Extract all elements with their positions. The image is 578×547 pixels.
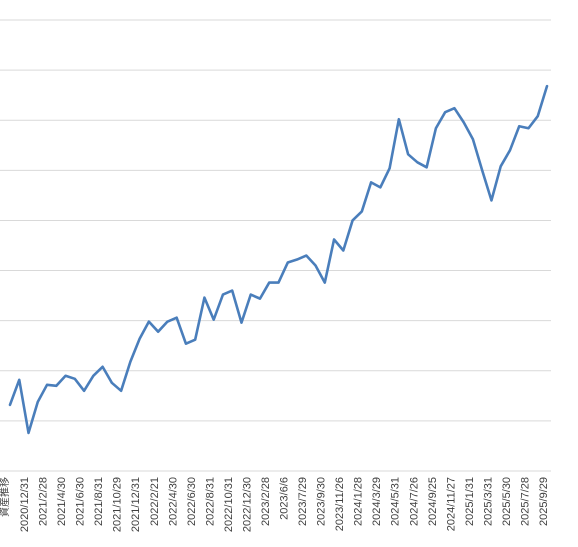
x-tick-label: 2024/3/29 xyxy=(371,477,383,526)
x-tick-label: 2021/8/31 xyxy=(93,477,105,526)
x-tick-label: 2022/10/31 xyxy=(223,477,235,532)
x-tick-label: 2025/1/31 xyxy=(464,477,476,526)
series-layer xyxy=(8,84,549,435)
x-tick-label: 2022/8/31 xyxy=(204,477,216,526)
x-tick-label: 2024/1/28 xyxy=(353,477,365,526)
x-tick-label: 2022/6/30 xyxy=(186,477,198,526)
x-tick-label: 2021/10/29 xyxy=(112,477,124,532)
x-tick-label: 2020/12/31 xyxy=(19,477,31,532)
x-tick-label: 2021/6/30 xyxy=(75,477,87,526)
x-tick-label: 2023/2/28 xyxy=(260,477,272,526)
x-tick-label: 2022/2/21 xyxy=(149,477,161,526)
x-tick-label: 2021/4/30 xyxy=(56,477,68,526)
x-tick-label: 2025/9/29 xyxy=(538,477,550,526)
x-tick-label: 2022/4/30 xyxy=(167,477,179,526)
x-tick-label: 2024/5/31 xyxy=(390,477,402,526)
x-tick-label: 2023/7/29 xyxy=(297,477,309,526)
x-tick-label: 2021/2/28 xyxy=(38,477,50,526)
series-line xyxy=(8,84,549,435)
x-tick-label: 2023/11/26 xyxy=(334,477,346,531)
x-tick-label: 2024/11/27 xyxy=(445,477,457,531)
x-tick-label: 2021/12/31 xyxy=(130,477,142,532)
corner-label: 資産推移 xyxy=(0,477,11,517)
x-tick-label: 2025/3/31 xyxy=(482,477,494,526)
x-tick-label: 2025/5/30 xyxy=(501,477,513,526)
x-tick-label: 2024/9/25 xyxy=(427,477,439,526)
gridlines xyxy=(0,19,551,422)
x-tick-label: 2024/7/26 xyxy=(408,477,420,526)
x-tick-label: 2023/6/6 xyxy=(279,477,291,520)
x-tick-labels: 2020/12/31 2021/2/28 2021/4/30 2021/6/30 202… xyxy=(19,477,550,532)
x-tick-label: 2022/12/30 xyxy=(241,477,253,532)
x-tick-label: 2023/9/30 xyxy=(316,477,328,526)
x-tick-label: 2025/7/28 xyxy=(519,477,531,526)
